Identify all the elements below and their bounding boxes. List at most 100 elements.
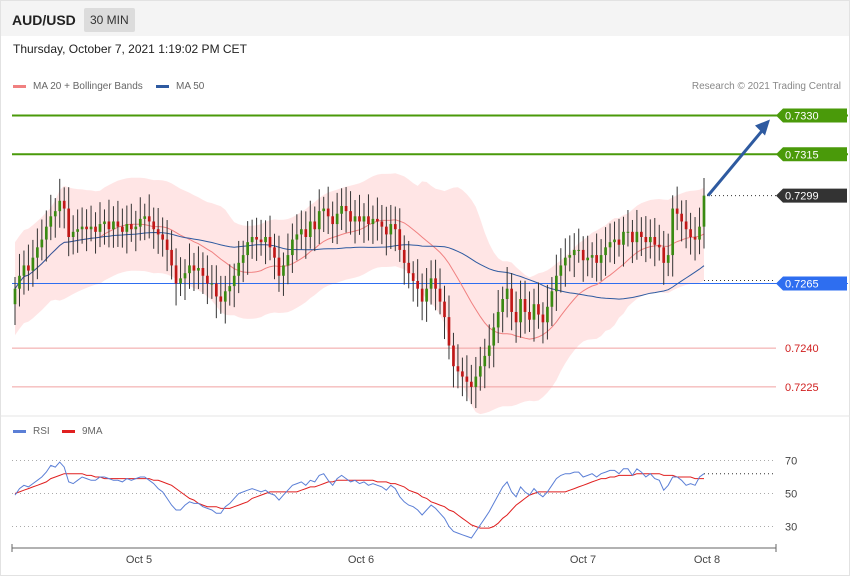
x-tick-label: Oct 8 bbox=[694, 554, 720, 566]
candle bbox=[393, 206, 397, 252]
candle-body bbox=[250, 236, 254, 243]
projection-arrow-shaft bbox=[706, 127, 766, 197]
candle bbox=[179, 257, 182, 297]
candle-body bbox=[353, 216, 357, 222]
candle bbox=[653, 217, 657, 267]
candle-body bbox=[420, 288, 424, 302]
candle bbox=[523, 280, 527, 334]
level-tag-0.7330 bbox=[776, 108, 847, 123]
candle-body bbox=[344, 205, 348, 212]
candle bbox=[635, 209, 639, 260]
candle bbox=[501, 286, 505, 333]
candle-body bbox=[219, 296, 223, 302]
candle bbox=[31, 239, 35, 287]
candle-body bbox=[496, 311, 500, 328]
candle bbox=[648, 219, 652, 259]
candle-body bbox=[599, 255, 603, 263]
candle-body bbox=[532, 304, 536, 320]
timestamp: Thursday, October 7, 2021 1:19:02 PM CET bbox=[13, 42, 247, 56]
candle bbox=[541, 302, 545, 344]
candle bbox=[398, 208, 402, 262]
candle-body bbox=[335, 213, 339, 225]
candle bbox=[273, 233, 276, 280]
candle-body bbox=[425, 288, 428, 302]
candle-body bbox=[635, 231, 639, 243]
candle bbox=[344, 187, 348, 233]
candle bbox=[112, 206, 115, 248]
candle-body bbox=[675, 208, 679, 214]
candle-body bbox=[662, 247, 666, 263]
candle-body bbox=[331, 216, 334, 225]
candle bbox=[702, 178, 706, 249]
candle-body bbox=[461, 371, 464, 377]
candle-body bbox=[228, 286, 232, 292]
candle bbox=[143, 203, 147, 241]
candle-body bbox=[94, 226, 97, 232]
candle bbox=[58, 178, 62, 228]
candle-body bbox=[684, 221, 688, 230]
candle bbox=[161, 217, 164, 257]
candle bbox=[698, 207, 701, 255]
candle bbox=[134, 210, 138, 252]
candle bbox=[255, 217, 258, 261]
candle-body bbox=[326, 208, 330, 217]
bollinger-band bbox=[15, 173, 704, 415]
candle-body bbox=[407, 262, 411, 274]
candle bbox=[496, 290, 500, 344]
candle-body bbox=[44, 226, 48, 240]
candle bbox=[22, 250, 26, 295]
candle bbox=[376, 197, 379, 241]
candle bbox=[121, 208, 124, 248]
candle-body bbox=[572, 249, 576, 256]
candle bbox=[223, 275, 227, 324]
candle bbox=[308, 200, 312, 249]
candle bbox=[586, 235, 590, 277]
candle-body bbox=[666, 255, 670, 263]
candle-body bbox=[698, 226, 701, 240]
candle bbox=[617, 218, 621, 257]
candle-body bbox=[563, 257, 567, 266]
candle bbox=[532, 288, 536, 342]
candle bbox=[165, 220, 169, 272]
candle bbox=[550, 277, 554, 327]
candle-body bbox=[246, 242, 249, 256]
candle bbox=[125, 205, 129, 254]
candle-body bbox=[223, 291, 227, 302]
candle bbox=[528, 291, 531, 332]
candle bbox=[246, 221, 249, 275]
candle bbox=[188, 243, 191, 289]
candle bbox=[340, 188, 343, 231]
candle bbox=[478, 346, 482, 391]
copyright: Research © 2021 Trading Central bbox=[691, 81, 841, 92]
candle bbox=[631, 219, 634, 264]
candle-body bbox=[438, 288, 442, 302]
level-label-0.7265: 0.7265 bbox=[785, 279, 819, 291]
candle bbox=[389, 204, 393, 249]
candle bbox=[156, 208, 160, 254]
candle-body bbox=[653, 236, 657, 245]
rsi-9ma-line bbox=[14, 473, 704, 529]
candle bbox=[671, 195, 675, 277]
candle-body bbox=[107, 221, 111, 230]
candle-body bbox=[478, 366, 482, 377]
candle-body bbox=[671, 208, 675, 256]
candle-body bbox=[36, 247, 39, 258]
candle-body bbox=[299, 229, 303, 235]
candle-body bbox=[67, 208, 71, 237]
candle bbox=[232, 263, 236, 308]
legend-rsi-label: RSI bbox=[33, 426, 50, 437]
candle-body bbox=[121, 226, 124, 232]
rsi-line bbox=[14, 461, 705, 539]
candle bbox=[228, 264, 232, 306]
candle bbox=[662, 230, 666, 285]
candle bbox=[626, 210, 630, 247]
candle-body bbox=[116, 221, 120, 227]
candle bbox=[201, 252, 205, 294]
candle bbox=[367, 194, 370, 241]
candle bbox=[219, 275, 223, 314]
candle bbox=[452, 332, 455, 388]
interval-badge[interactable]: 30 MIN bbox=[84, 8, 135, 32]
projection-arrow-head bbox=[755, 119, 770, 136]
candle bbox=[537, 282, 540, 329]
